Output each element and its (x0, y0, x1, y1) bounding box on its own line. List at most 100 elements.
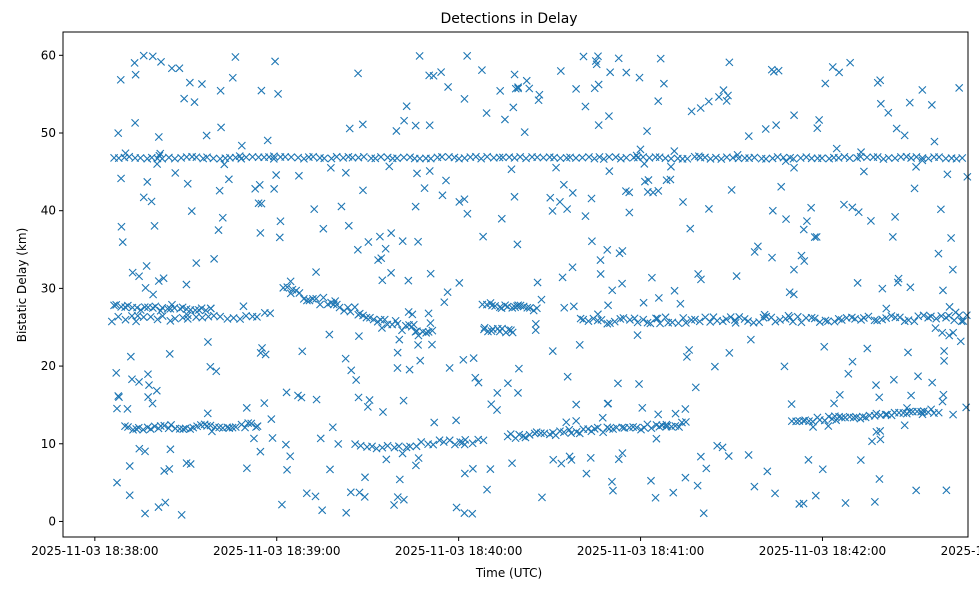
detection-point (242, 464, 251, 473)
detection-point (460, 94, 469, 103)
detection-point (839, 200, 848, 209)
detection-point (214, 226, 223, 235)
detection-point (667, 154, 676, 163)
detection-point (133, 303, 142, 312)
detection-point (679, 313, 688, 322)
detection-point (832, 416, 841, 425)
detection-point (256, 447, 265, 456)
detection-point (442, 176, 450, 185)
detection-point (393, 348, 402, 357)
detection-point (647, 476, 655, 485)
detection-point (905, 407, 914, 416)
detection-point (153, 315, 162, 324)
detection-point (934, 408, 943, 417)
detection-point (876, 426, 885, 435)
detection-point (342, 508, 351, 517)
detection-point (651, 493, 660, 502)
detection-point (411, 461, 420, 470)
detection-point (127, 311, 136, 320)
detection-point (845, 154, 854, 163)
detection-point (460, 440, 469, 449)
detection-point (161, 498, 170, 507)
detection-point (479, 325, 488, 334)
detection-point (374, 256, 383, 265)
detection-point (595, 153, 604, 161)
detection-point (206, 421, 215, 430)
detection-point (154, 503, 163, 512)
detection-point (500, 115, 509, 124)
x-tick-label: 2025-11-03 18:38:00 (31, 544, 158, 558)
detection-point (793, 312, 802, 321)
detection-point (907, 391, 916, 400)
detection-point (326, 163, 335, 172)
detection-point (167, 420, 176, 429)
detection-point (271, 57, 280, 66)
detection-point (116, 75, 125, 84)
detection-point (377, 323, 386, 332)
detection-point (569, 302, 578, 311)
detection-point (559, 180, 568, 189)
detection-point (535, 90, 544, 99)
detection-point (706, 317, 715, 326)
detection-point (639, 298, 648, 307)
detection-point (957, 317, 966, 326)
detection-point (787, 400, 796, 409)
detection-point (799, 225, 808, 234)
detection-point (123, 301, 132, 310)
detection-point (584, 317, 593, 326)
detection-point (841, 499, 850, 507)
detection-point (252, 312, 261, 321)
x-tick-label: 2025-11-03 18:40:00 (395, 544, 522, 558)
detection-point (513, 240, 522, 249)
detection-point (399, 396, 408, 405)
detection-point (179, 425, 188, 434)
detection-point (927, 100, 936, 109)
detection-point (606, 319, 614, 328)
detection-point (417, 438, 426, 447)
detection-point (298, 347, 307, 356)
detection-point (678, 198, 687, 206)
detection-point (861, 413, 870, 422)
detection-point (157, 57, 166, 66)
detection-point (445, 363, 454, 372)
detection-point (455, 197, 464, 206)
detection-point (435, 436, 444, 445)
detection-point (962, 403, 971, 412)
detection-point (750, 247, 759, 256)
x-tick-label: 2025-11-03 18:43:00 (941, 544, 979, 558)
detection-point (598, 413, 607, 422)
detection-point (131, 118, 140, 127)
detection-point (633, 331, 642, 340)
detection-point (882, 314, 891, 323)
detection-point (572, 416, 581, 425)
detection-point (248, 152, 257, 161)
detection-point (940, 347, 949, 355)
detection-point (136, 306, 145, 315)
detection-point (509, 103, 518, 112)
detection-point (124, 423, 132, 432)
detection-point (531, 319, 540, 328)
detection-point (685, 345, 694, 354)
detection-point (653, 314, 662, 323)
detection-point (355, 488, 364, 497)
detection-point (910, 317, 919, 326)
detection-point (849, 413, 858, 422)
detection-point (167, 64, 176, 73)
detection-point (571, 154, 580, 163)
detection-point (584, 153, 593, 162)
detection-point (139, 193, 148, 202)
detection-point (261, 350, 270, 359)
detection-point (178, 303, 187, 312)
detection-point (151, 302, 160, 311)
detection-point (148, 52, 157, 61)
detection-point (420, 184, 429, 193)
detection-point (676, 299, 685, 308)
detection-point (656, 54, 665, 63)
detection-point (823, 317, 832, 326)
detection-point (440, 298, 449, 307)
detection-point (218, 213, 227, 222)
detection-point (249, 434, 258, 443)
detection-point (804, 455, 813, 464)
detection-point (894, 274, 903, 283)
detection-point (114, 392, 123, 401)
